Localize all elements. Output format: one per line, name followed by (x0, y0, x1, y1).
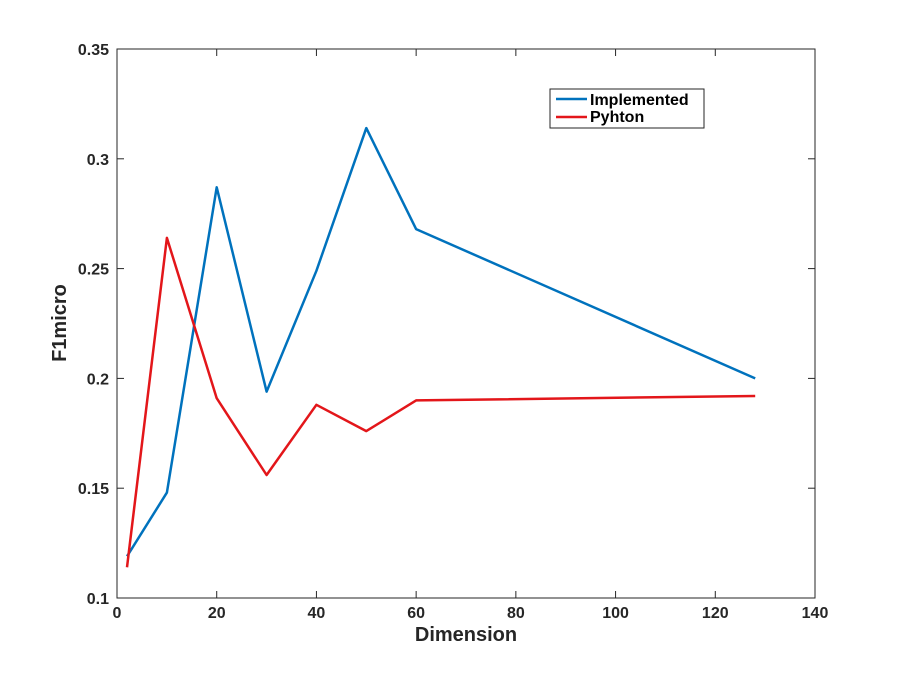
x-tick-label: 80 (507, 605, 525, 622)
legend: Implemented Pyhton (549, 88, 705, 129)
x-tick-label: 40 (308, 605, 326, 622)
y-tick-label: 0.1 (87, 591, 109, 608)
series-layer (125, 126, 756, 568)
plot-frame (116, 48, 816, 599)
legend-label-implemented: Implemented (590, 92, 689, 109)
y-tick-label: 0.2 (87, 371, 109, 388)
x-tick-label: 60 (407, 605, 425, 622)
x-axis-label: Dimension (415, 624, 517, 646)
tick-layer: 0 20 40 60 80 100 120 140 0.1 0.15 0.2 0.25 0.3 0.35 (78, 42, 829, 622)
y-tick-label: 0.25 (78, 262, 109, 279)
legend-box (549, 88, 705, 129)
y-tick-label: 0.35 (78, 42, 109, 59)
x-tick-label: 100 (602, 605, 629, 622)
series-line-implemented (125, 126, 756, 557)
y-axis-label: F1micro (49, 284, 71, 362)
y-tick-label: 0.15 (78, 481, 109, 498)
x-tick-label: 120 (702, 605, 729, 622)
x-tick-label: 0 (113, 605, 122, 622)
y-tick-label: 0.3 (87, 152, 109, 169)
x-tick-label: 20 (208, 605, 226, 622)
plot-background (117, 49, 815, 598)
series-line-pyhton (125, 236, 756, 568)
x-tick-label: 140 (802, 605, 829, 622)
legend-label-pyhton: Pyhton (590, 109, 644, 126)
